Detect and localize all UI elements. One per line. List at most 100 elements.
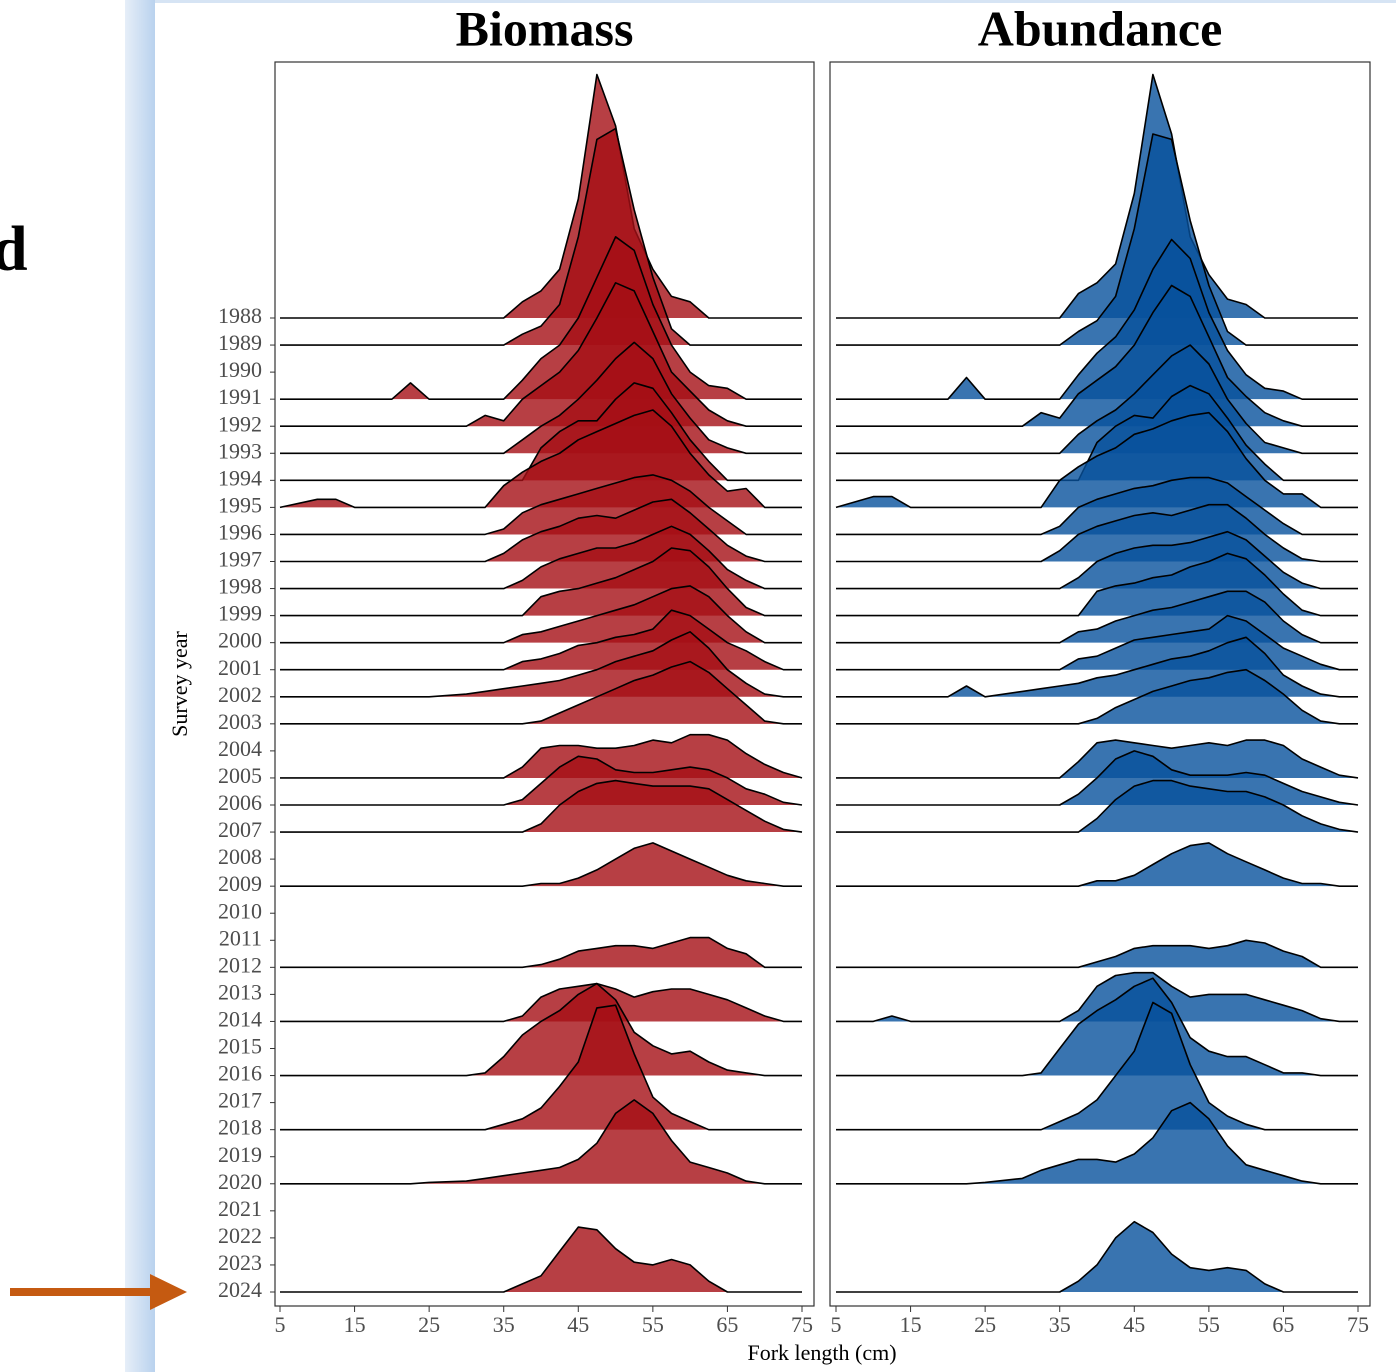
ridge-area bbox=[836, 972, 1358, 1022]
ridge-line bbox=[280, 127, 802, 346]
ridge-line bbox=[836, 842, 1358, 887]
y-tick-label: 1993 bbox=[218, 438, 262, 463]
y-tick-label: 2010 bbox=[218, 898, 262, 923]
x-tick-label: 55 bbox=[1198, 1312, 1220, 1337]
y-tick-label: 2017 bbox=[218, 1088, 262, 1113]
ridge-line bbox=[280, 73, 802, 319]
ridge-line bbox=[280, 585, 802, 644]
ridge-line bbox=[280, 733, 803, 779]
ridge-line bbox=[836, 530, 1358, 590]
x-tick-label: 5 bbox=[831, 1312, 842, 1337]
y-tick-label: 2003 bbox=[218, 709, 262, 734]
ridge-line bbox=[836, 1220, 1358, 1293]
ridge-area bbox=[280, 983, 802, 1076]
ridge-line bbox=[836, 476, 1358, 536]
ridge-area bbox=[280, 1099, 802, 1184]
ridge-area bbox=[280, 937, 802, 968]
ridge-line bbox=[280, 936, 802, 969]
y-tick-label: 1998 bbox=[218, 574, 262, 599]
x-tick-label: 65 bbox=[716, 1312, 738, 1337]
y-tick-label: 2006 bbox=[218, 790, 262, 815]
x-tick-label: 75 bbox=[791, 1312, 813, 1337]
ridge-line bbox=[836, 284, 1358, 427]
x-tick-label: 45 bbox=[1123, 1312, 1145, 1337]
ridge-line bbox=[836, 1001, 1358, 1131]
x-tick-label: 15 bbox=[344, 1312, 366, 1337]
ridge-area bbox=[280, 983, 802, 1022]
y-tick-label: 2007 bbox=[218, 817, 262, 842]
y-tick-label: 2019 bbox=[218, 1142, 262, 1167]
y-tick-label: 1997 bbox=[218, 547, 262, 572]
ridge-line bbox=[836, 971, 1358, 1023]
y-tick-label: 2015 bbox=[218, 1034, 262, 1059]
ridge-line bbox=[280, 236, 802, 400]
ridge-line bbox=[279, 409, 802, 509]
ridge-area bbox=[280, 780, 802, 833]
ridge-line bbox=[280, 842, 802, 887]
ridge-line bbox=[280, 779, 803, 833]
ridge-line bbox=[836, 238, 1358, 400]
y-tick-label: 1989 bbox=[218, 330, 262, 355]
y-tick-label: 2000 bbox=[218, 628, 262, 653]
x-tick-label: 15 bbox=[900, 1312, 922, 1337]
x-axis-label: Fork length (cm) bbox=[747, 1340, 896, 1365]
y-tick-label: 2013 bbox=[218, 979, 262, 1004]
x-tick-label: 55 bbox=[642, 1312, 664, 1337]
arrow-head bbox=[150, 1274, 187, 1310]
ridge-line bbox=[836, 590, 1358, 644]
ridge-line bbox=[280, 1226, 802, 1293]
ridge-area bbox=[836, 285, 1358, 427]
ridge-area bbox=[280, 1227, 802, 1292]
y-tick-label: 1999 bbox=[218, 601, 262, 626]
ridge-line bbox=[836, 552, 1358, 617]
y-tick-label: 2023 bbox=[218, 1250, 262, 1275]
ridge-line bbox=[836, 779, 1359, 833]
ridge-area bbox=[836, 1102, 1358, 1184]
y-tick-label: 1988 bbox=[218, 303, 262, 328]
ridge-line bbox=[836, 939, 1358, 969]
panel-title: Abundance bbox=[978, 0, 1223, 56]
ridge-area bbox=[836, 1221, 1358, 1292]
ridge-area bbox=[836, 1002, 1358, 1130]
ridge-line bbox=[836, 133, 1358, 346]
ridge-line bbox=[836, 384, 1358, 482]
ridge-area bbox=[280, 661, 802, 724]
y-tick-label: 2016 bbox=[218, 1061, 262, 1086]
ridge-line bbox=[280, 498, 802, 563]
y-tick-label: 1995 bbox=[218, 492, 262, 517]
ridge-area bbox=[836, 978, 1358, 1076]
ridge-line bbox=[280, 282, 802, 427]
y-tick-label: 2004 bbox=[218, 736, 262, 761]
ridge-line bbox=[280, 1004, 802, 1131]
y-tick-label: 2022 bbox=[218, 1223, 262, 1248]
ridge-line bbox=[280, 660, 802, 725]
ridge-area bbox=[836, 780, 1358, 833]
ridge-area bbox=[836, 740, 1358, 778]
side-text: d bbox=[0, 213, 28, 284]
ridge-line bbox=[836, 1101, 1358, 1185]
ridge-line bbox=[280, 525, 802, 590]
x-tick-label: 75 bbox=[1347, 1312, 1369, 1337]
ridge-area bbox=[280, 842, 802, 887]
panel-title: Biomass bbox=[456, 0, 634, 56]
y-tick-label: 2008 bbox=[218, 844, 262, 869]
ridge-line bbox=[836, 977, 1358, 1077]
y-tick-label: 2018 bbox=[218, 1115, 262, 1140]
y-tick-label: 2012 bbox=[218, 952, 262, 977]
y-tick-label: 1996 bbox=[218, 519, 262, 544]
ridge-line bbox=[280, 609, 802, 671]
y-tick-label: 2024 bbox=[218, 1277, 262, 1302]
x-tick-label: 35 bbox=[1049, 1312, 1071, 1337]
ridge-line bbox=[835, 411, 1358, 509]
ridge-line bbox=[280, 547, 802, 617]
ridge-line bbox=[280, 382, 802, 482]
side-strip bbox=[125, 0, 155, 1372]
ridge-line bbox=[280, 982, 802, 1077]
ridge-line bbox=[836, 614, 1358, 671]
y-tick-label: 2001 bbox=[218, 655, 262, 680]
y-axis-label: Survey year bbox=[167, 630, 192, 736]
y-tick-label: 1994 bbox=[218, 465, 262, 490]
